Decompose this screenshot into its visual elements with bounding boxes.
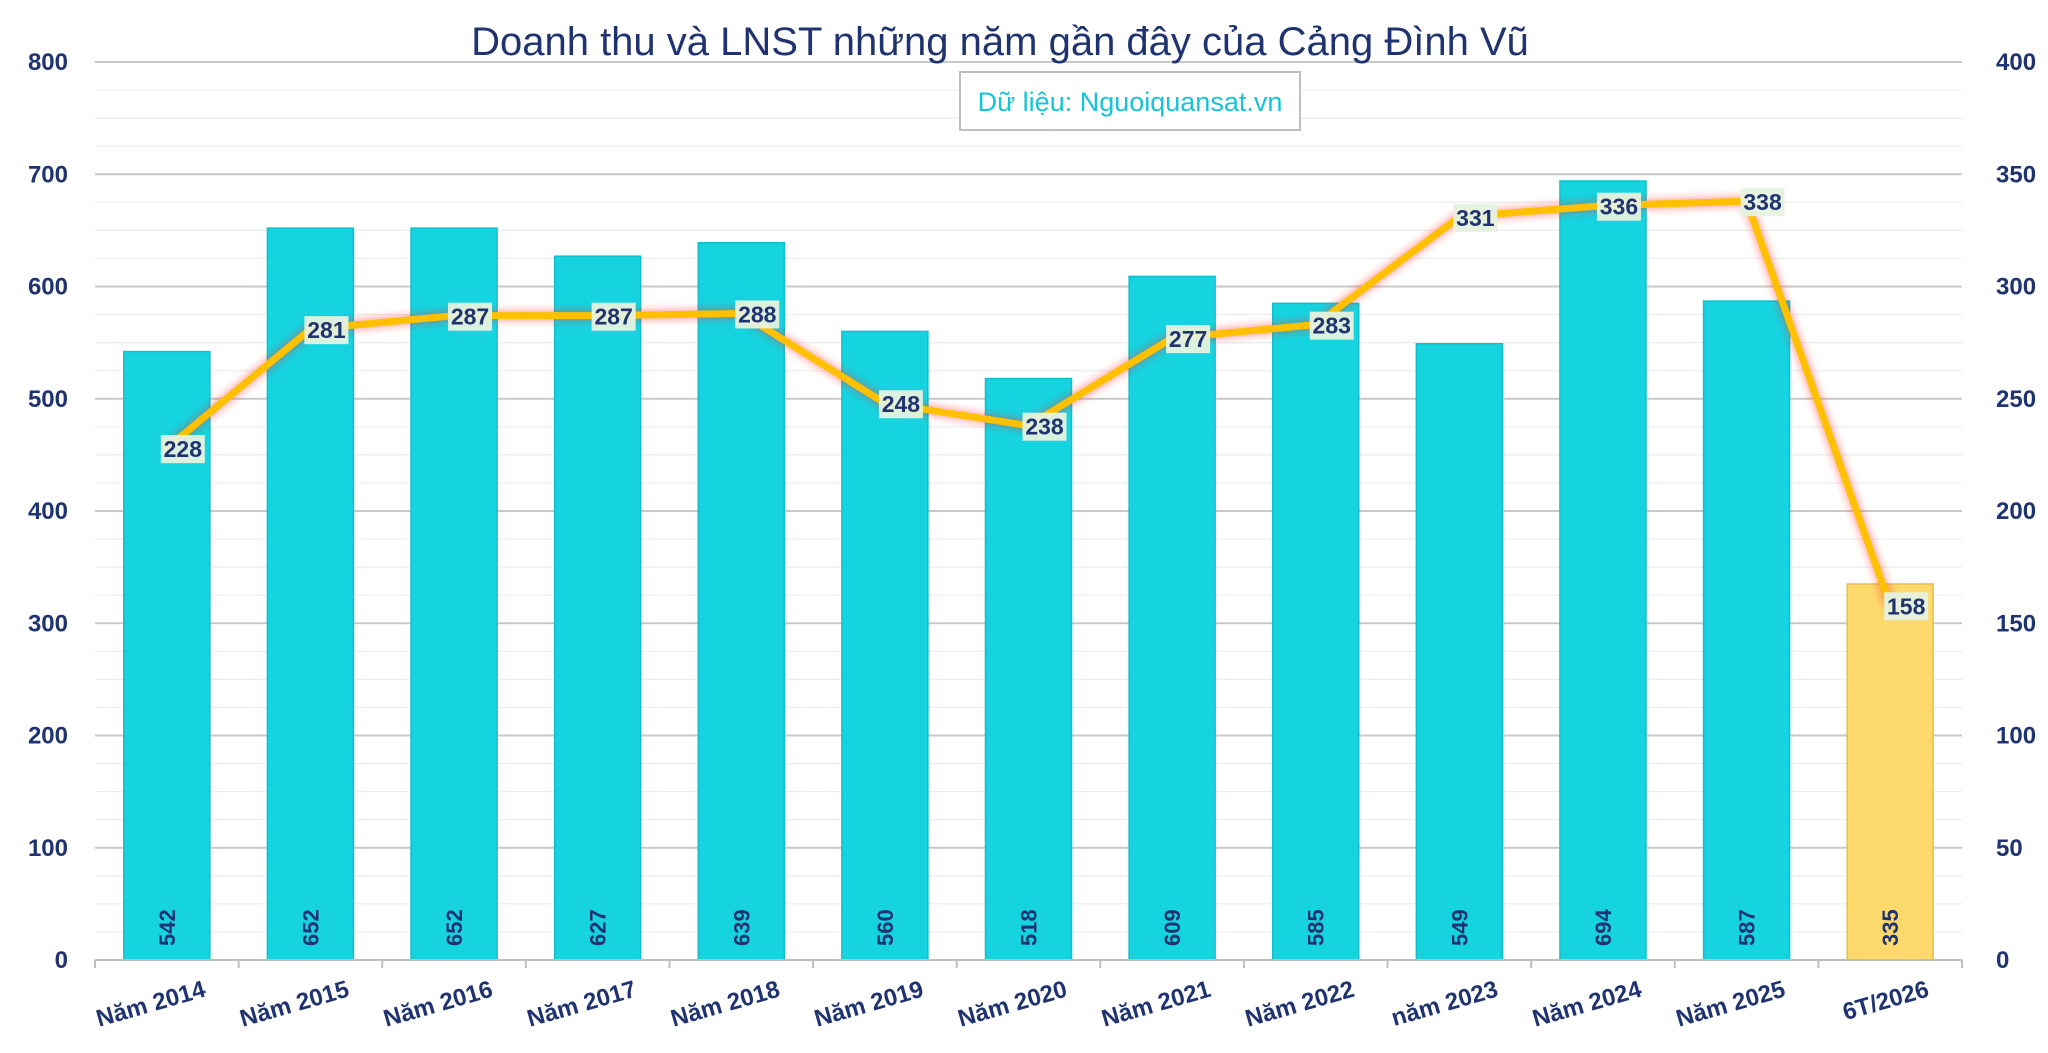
- y-right-tick-label: 100: [1996, 723, 2036, 750]
- bar-value-label: 609: [1160, 909, 1185, 946]
- line-label-bg: [304, 316, 349, 345]
- bar-value-label: 335: [1878, 909, 1903, 946]
- line-value-label: 287: [594, 304, 632, 330]
- line-label-bg: [448, 302, 493, 331]
- line-label-bg: [1453, 203, 1498, 232]
- revenue-bar: [1271, 302, 1360, 961]
- line-label-bg: [591, 302, 636, 331]
- line-value-label: 331: [1456, 205, 1495, 231]
- line-value-label: 287: [451, 304, 489, 330]
- y-left-tick-label: 400: [28, 498, 68, 525]
- y-left-tick-label: 700: [28, 161, 68, 188]
- x-tick-label: Năm 2018: [668, 976, 783, 1033]
- revenue-bar: [1846, 583, 1934, 961]
- source-note-box: [959, 71, 1301, 131]
- bar-value-label: 549: [1447, 909, 1472, 946]
- x-tick-label: Năm 2022: [1242, 976, 1357, 1033]
- line-label-bg: [1022, 412, 1067, 441]
- x-tick-label: Năm 2015: [237, 976, 352, 1033]
- line-value-label: 248: [882, 391, 921, 417]
- x-tick-label: Năm 2021: [1099, 976, 1214, 1033]
- y-right-tick-label: 400: [1996, 49, 2036, 76]
- bar-value-label: 518: [1017, 909, 1042, 946]
- y-right-tick-label: 300: [1996, 274, 2036, 301]
- line-label-bg: [878, 390, 923, 419]
- revenue-bar: [841, 330, 929, 961]
- x-tick-label: 6T/2026: [1840, 976, 1932, 1026]
- data-labels: 542 652 652 627 639 560 518 609 585 549 694 587 335 2…: [155, 188, 1929, 946]
- bar-value-label: 694: [1591, 909, 1616, 946]
- x-tick-label: Năm 2016: [381, 976, 496, 1033]
- revenue-bar: [1128, 275, 1216, 961]
- y-left-tick-label: 800: [28, 49, 68, 76]
- line-value-label: 228: [164, 436, 203, 462]
- line-value-label: 283: [1313, 313, 1351, 339]
- y-right-tick-label: 250: [1996, 386, 2036, 413]
- y-left-tick-label: 500: [28, 386, 68, 413]
- line-label-bg: [1740, 188, 1785, 217]
- y-right-tick-label: 0: [1996, 947, 2009, 974]
- x-tick-label: Năm 2020: [955, 976, 1070, 1033]
- revenue-bar: [553, 255, 642, 961]
- revenue-bar: [1702, 300, 1791, 961]
- y-right-tick-label: 150: [1996, 610, 2036, 637]
- x-tick-label: Năm 2024: [1529, 976, 1645, 1033]
- line-label-bg: [160, 435, 205, 464]
- line-value-label: 277: [1169, 326, 1207, 352]
- bar-value-label: 560: [873, 909, 898, 946]
- y-left-tick-label: 200: [28, 723, 68, 750]
- bar-value-label: 587: [1735, 909, 1760, 946]
- revenue-bar: [410, 227, 498, 961]
- source-note: Dữ liệu: Nguoiquansat.vn: [978, 87, 1283, 117]
- line-value-label: 238: [1025, 414, 1064, 440]
- x-tick-label: Năm 2017: [524, 976, 639, 1033]
- y-left-tick-label: 0: [55, 947, 68, 974]
- line-value-label: 338: [1743, 189, 1782, 215]
- line-label-bg: [735, 300, 780, 329]
- line-label-bg: [1596, 192, 1641, 221]
- line-value-label: 158: [1887, 593, 1926, 619]
- line-label-bg: [1166, 325, 1211, 354]
- chart-title: Doanh thu và LNST những năm gần đây của …: [471, 20, 1529, 64]
- y-left-tick-label: 100: [28, 835, 68, 862]
- bar-value-label: 652: [298, 909, 323, 946]
- y-right-tick-label: 50: [1996, 835, 2023, 862]
- line-label-bg: [1309, 311, 1354, 340]
- revenue-bar: [1415, 342, 1504, 961]
- revenue-bars: [123, 180, 1934, 961]
- x-tick-label: năm 2023: [1388, 976, 1501, 1032]
- revenue-bar: [1559, 180, 1647, 961]
- bar-value-label: 542: [155, 909, 180, 946]
- line-value-label: 288: [738, 301, 777, 327]
- revenue-bar: [697, 241, 786, 961]
- x-tick-label: Năm 2025: [1673, 976, 1788, 1033]
- line-value-label: 336: [1600, 194, 1638, 220]
- line-label-bg: [1884, 592, 1929, 621]
- x-tick-label: Năm 2019: [811, 976, 926, 1033]
- bar-value-label: 639: [729, 909, 754, 946]
- bar-value-label: 585: [1304, 909, 1329, 946]
- y-right-tick-label: 350: [1996, 161, 2036, 188]
- bar-value-label: 627: [586, 909, 611, 946]
- bar-value-label: 652: [442, 909, 467, 946]
- revenue-bar: [984, 377, 1073, 961]
- y-left-tick-label: 600: [28, 274, 68, 301]
- y-right-tick-label: 200: [1996, 498, 2036, 525]
- x-tick-label: Năm 2014: [93, 976, 209, 1033]
- line-value-label: 281: [307, 317, 346, 343]
- y-left-tick-label: 300: [28, 610, 68, 637]
